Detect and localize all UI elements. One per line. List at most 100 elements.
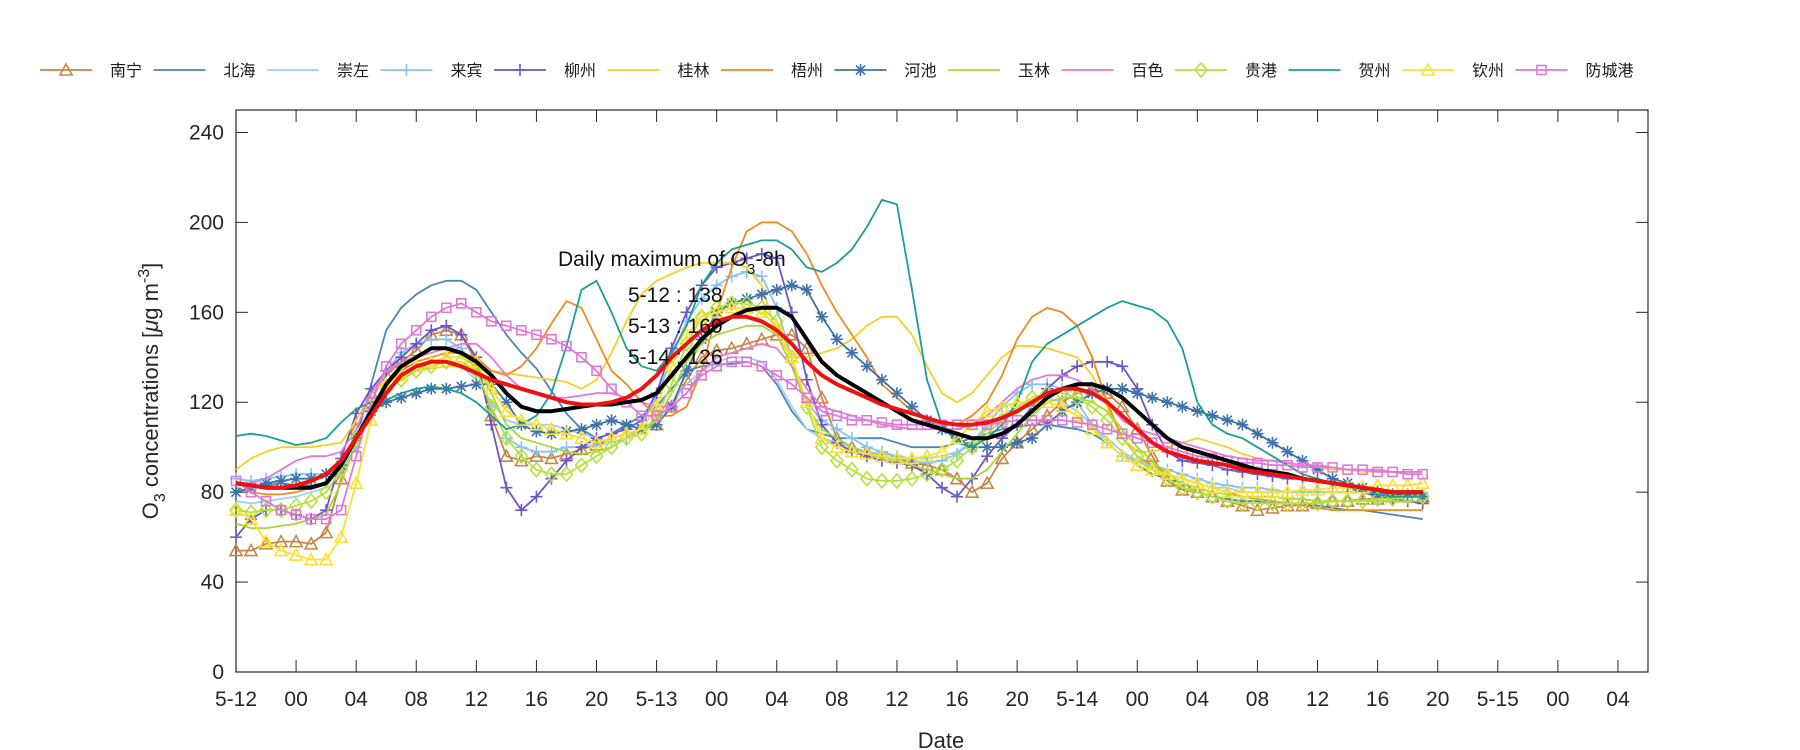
triangle-marker [333,529,349,543]
star-marker [890,387,903,400]
diamond-marker [1415,488,1430,505]
triangle-marker [243,542,259,557]
star-marker [1326,472,1339,485]
legend-entry: 百色 [1061,61,1164,80]
x-tick-label: 04 [344,688,368,711]
legend: 南宁 北海 崇左 来宾 柳州 桂林 梧州 河池 玉林 百色 贵港 贺州 钦州 防城港 [40,61,1634,80]
x-tick-label: 08 [405,688,428,711]
x-tick-label: 00 [1546,688,1569,711]
square-marker [741,356,753,368]
triangle-marker [1114,399,1130,413]
triangle-marker [1190,475,1205,489]
triangle-marker [514,412,529,427]
triangle-marker [574,430,589,445]
diamond-marker [754,299,769,317]
square-marker [1312,462,1323,473]
triangle-marker [919,448,935,462]
plus-marker [440,333,453,346]
triangle-marker [1129,457,1145,471]
triangle-marker [934,444,950,458]
triangle-marker [784,349,800,364]
square-marker [410,325,422,336]
plus-marker [800,373,813,386]
triangle-marker [739,300,755,314]
star-marker [1206,409,1219,422]
square-marker [1086,419,1098,431]
star-marker [230,486,242,499]
square-marker [1252,457,1263,469]
x-tick-label: 16 [945,688,968,711]
diamond-marker [1325,492,1340,510]
square-marker [456,298,467,309]
plus-marker [500,481,513,494]
star-marker [981,441,994,454]
triangle-marker [1069,408,1085,422]
diamond-marker [589,447,604,465]
x-tick-label: 08 [1246,688,1269,711]
triangle-marker [228,542,244,557]
triangle-marker [1054,399,1070,413]
triangle-marker [859,446,875,460]
star-marker [1266,436,1279,449]
legend-entry: 贵港 [1175,61,1277,80]
square-marker [1071,417,1083,428]
star-marker [830,333,843,346]
triangle-marker [273,542,289,557]
triangle-marker [544,450,559,465]
y-axis-ticks: 0 40 80 120 160 200 240 [189,121,1648,684]
star-marker [425,382,438,395]
triangle-marker [829,439,845,454]
series-line [235,302,1423,514]
square-marker [335,504,347,516]
triangle-marker [709,304,725,319]
diamond-marker [694,308,709,326]
legend-entry: 桂林 [607,61,710,80]
x-tick-label: 04 [1186,688,1210,711]
diamond-marker [874,472,889,490]
square-marker [891,419,903,431]
star-marker [1281,445,1294,458]
plus-marker [530,445,543,458]
square-marker [1146,437,1158,449]
triangle-marker [544,421,559,436]
triangle-marker [709,342,725,357]
diamond-marker [319,483,334,501]
star-marker [380,396,393,409]
square-marker [501,320,512,332]
x-tick-label: 04 [1606,688,1630,711]
diamond-marker [258,501,274,519]
diamond-marker [784,349,799,366]
plus-marker [845,432,858,445]
diamond-marker [574,456,589,474]
triangle-marker [994,450,1010,465]
triangle-marker [979,403,995,418]
triangle-marker [318,551,334,566]
diamond-marker [289,497,304,514]
legend-entry: 钦州 [1402,61,1504,80]
legend-entry: 河池 [834,61,937,80]
series-line [235,279,1423,520]
triangle-marker [1265,484,1280,498]
plus-marker [455,328,468,341]
star-marker [860,360,873,373]
plus-marker [514,64,526,76]
annotation-line-1: 5-12 : 138 [628,284,723,307]
y-tick-label: 0 [212,661,224,684]
diamond-marker [1145,461,1160,478]
square-marker [1101,423,1113,435]
legend-label: 来宾 [451,61,483,80]
legend-label: 贵港 [1245,61,1277,80]
star-marker [996,441,1009,454]
triangle-marker [499,448,514,462]
diamond-marker [484,398,499,415]
triangle-marker [273,533,289,548]
triangle-marker [679,327,694,341]
diamond-marker [604,438,619,456]
diamond-marker [1310,495,1325,512]
plus-marker [1101,355,1114,368]
triangle-marker [874,448,890,462]
plus-marker [740,252,753,265]
legend-label: 百色 [1132,61,1164,80]
diamond-marker [1190,483,1205,501]
plus-marker [530,490,543,503]
